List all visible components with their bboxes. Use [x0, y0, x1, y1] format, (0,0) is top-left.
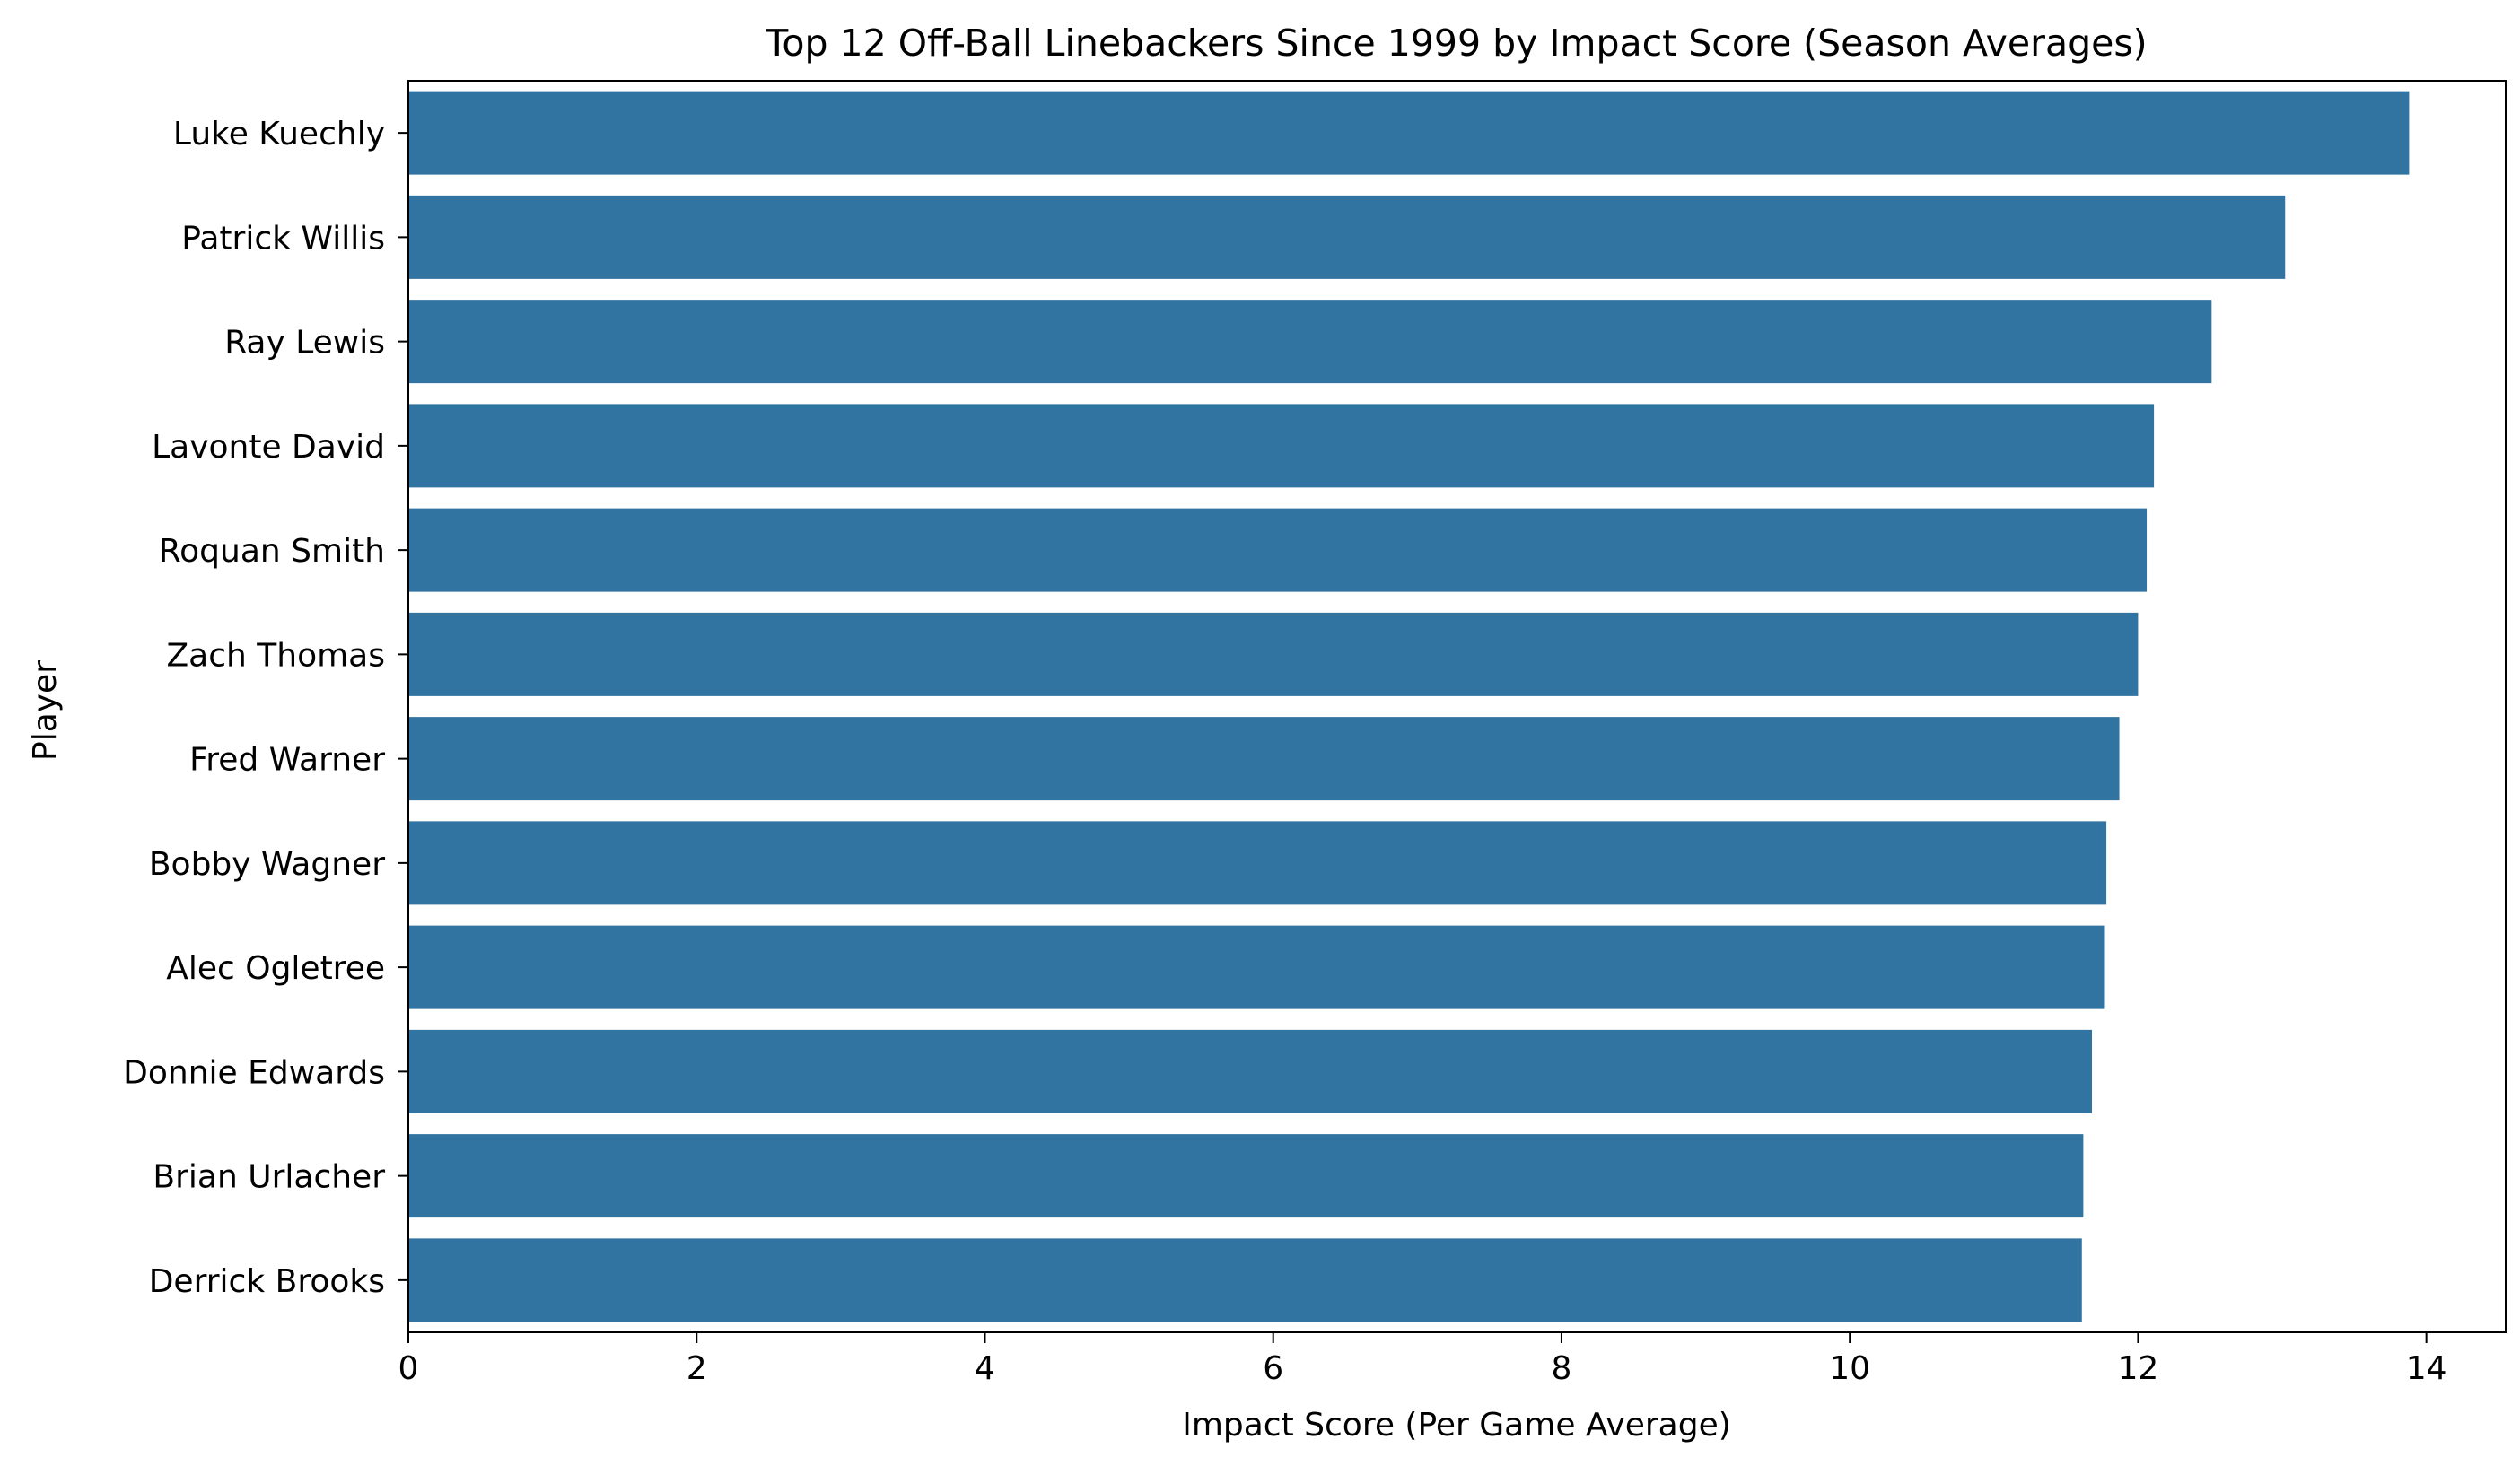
bar-zach-thomas — [408, 612, 2139, 696]
y-tick-label: Brian Urlacher — [153, 1159, 385, 1196]
x-tick-label: 12 — [2118, 1350, 2159, 1387]
y-tick-label: Luke Kuechly — [173, 116, 385, 153]
y-tick-label: Bobby Wagner — [149, 846, 385, 883]
x-tick-label: 8 — [1551, 1350, 1571, 1387]
x-tick-label: 6 — [1263, 1350, 1283, 1387]
y-tick-label: Fred Warner — [189, 742, 385, 779]
y-tick-label: Roquan Smith — [159, 533, 385, 570]
bar-brian-urlacher — [408, 1134, 2084, 1218]
y-axis-label: Player — [27, 660, 64, 761]
y-tick-label: Donnie Edwards — [123, 1054, 385, 1091]
y-tick-label: Lavonte David — [152, 429, 385, 466]
y-tick-label: Alec Ogletree — [166, 950, 385, 987]
y-axis-ticks: Luke Kuechly Patrick Willis Ray Lewis Lavon… — [123, 116, 408, 1300]
x-tick-label: 10 — [1829, 1350, 1870, 1387]
x-axis-label: Impact Score (Per Game Average) — [1182, 1407, 1731, 1444]
bar-luke-kuechly — [408, 91, 2410, 175]
chart-title: Top 12 Off-Ball Linebackers Since 1999 b… — [765, 22, 2147, 65]
bar-roquan-smith — [408, 508, 2148, 592]
bar-ray-lewis — [408, 300, 2212, 384]
x-tick-label: 2 — [687, 1350, 707, 1387]
y-tick-label: Zach Thomas — [167, 637, 386, 674]
bar-lavonte-david — [408, 404, 2155, 488]
x-axis-ticks: 0 2 4 6 8 10 12 14 — [398, 1332, 2447, 1387]
x-tick-label: 14 — [2406, 1350, 2447, 1387]
plot-area-frame — [407, 80, 2507, 1333]
bar-alec-ogletree — [408, 925, 2105, 1009]
bar-patrick-willis — [408, 195, 2286, 279]
bars-group — [408, 91, 2410, 1322]
bar-derrick-brooks — [408, 1238, 2082, 1322]
x-tick-label: 4 — [975, 1350, 995, 1387]
bar-donnie-edwards — [408, 1029, 2093, 1113]
y-tick-label: Patrick Willis — [181, 220, 385, 257]
x-tick-label: 0 — [398, 1350, 419, 1387]
y-tick-label: Derrick Brooks — [149, 1263, 385, 1300]
bar-bobby-wagner — [408, 821, 2107, 905]
bar-fred-warner — [408, 717, 2120, 801]
y-tick-label: Ray Lewis — [224, 325, 385, 362]
